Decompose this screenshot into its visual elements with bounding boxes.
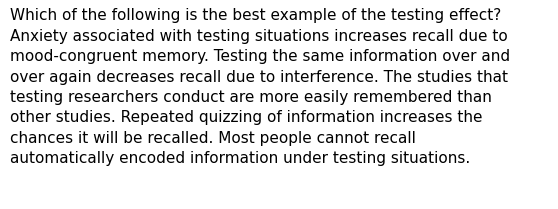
Text: Which of the following is the best example of the testing effect?
Anxiety associ: Which of the following is the best examp… [10, 8, 510, 166]
